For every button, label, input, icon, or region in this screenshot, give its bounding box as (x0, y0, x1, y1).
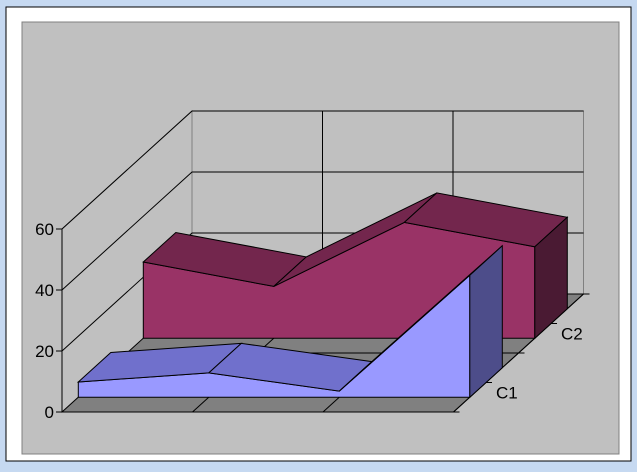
y-tick-label: 0 (45, 403, 54, 422)
chart-series-layer (76, 192, 569, 399)
area-side-face (534, 216, 568, 340)
series-label-c1: C1 (496, 384, 518, 403)
series-c2 (142, 192, 569, 340)
y-tick-label: 60 (35, 220, 54, 239)
y-tick-label: 40 (35, 281, 54, 300)
series-axis-labels: C1 C2 (496, 325, 583, 403)
y-tick-label: 20 (35, 342, 54, 361)
area-side-face (469, 244, 503, 399)
series-c1 (76, 244, 503, 399)
series-label-c2: C2 (561, 325, 583, 344)
y-axis-ticks: 0 20 40 60 (35, 220, 63, 422)
